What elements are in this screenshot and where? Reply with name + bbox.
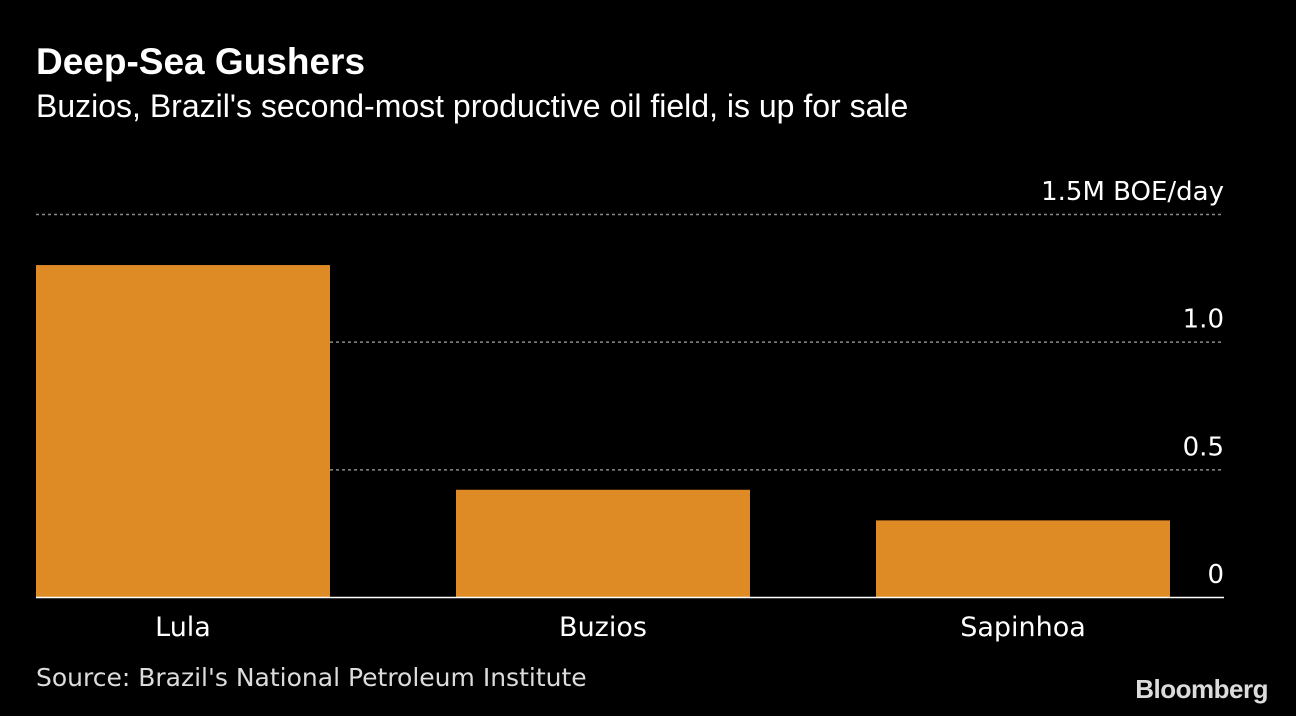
bloomberg-logo: Bloomberg [1135, 674, 1268, 704]
y-tick-label: 1.5M BOE/day [1041, 177, 1224, 207]
source-note: Source: Brazil's National Petroleum Inst… [36, 663, 587, 692]
y-tick-label: 1.0 [1183, 305, 1224, 335]
x-category-label: Buzios [559, 612, 647, 643]
y-tick-label: 0 [1207, 560, 1224, 590]
chart-subtitle: Buzios, Brazil's second-most productive … [36, 88, 909, 124]
bar-buzios [456, 489, 750, 597]
x-category-label: Lula [155, 612, 211, 643]
bars [36, 265, 1170, 597]
x-category-label: Sapinhoa [960, 612, 1086, 643]
chart-title: Deep-Sea Gushers [36, 41, 366, 82]
bar-lula [36, 265, 330, 597]
bar-sapinhoa [876, 520, 1170, 597]
y-tick-label: 0.5 [1183, 432, 1224, 462]
labels: 0 0.5 1.0 1.5M BOE/day Lula Buzios Sapinhoa [155, 177, 1224, 643]
